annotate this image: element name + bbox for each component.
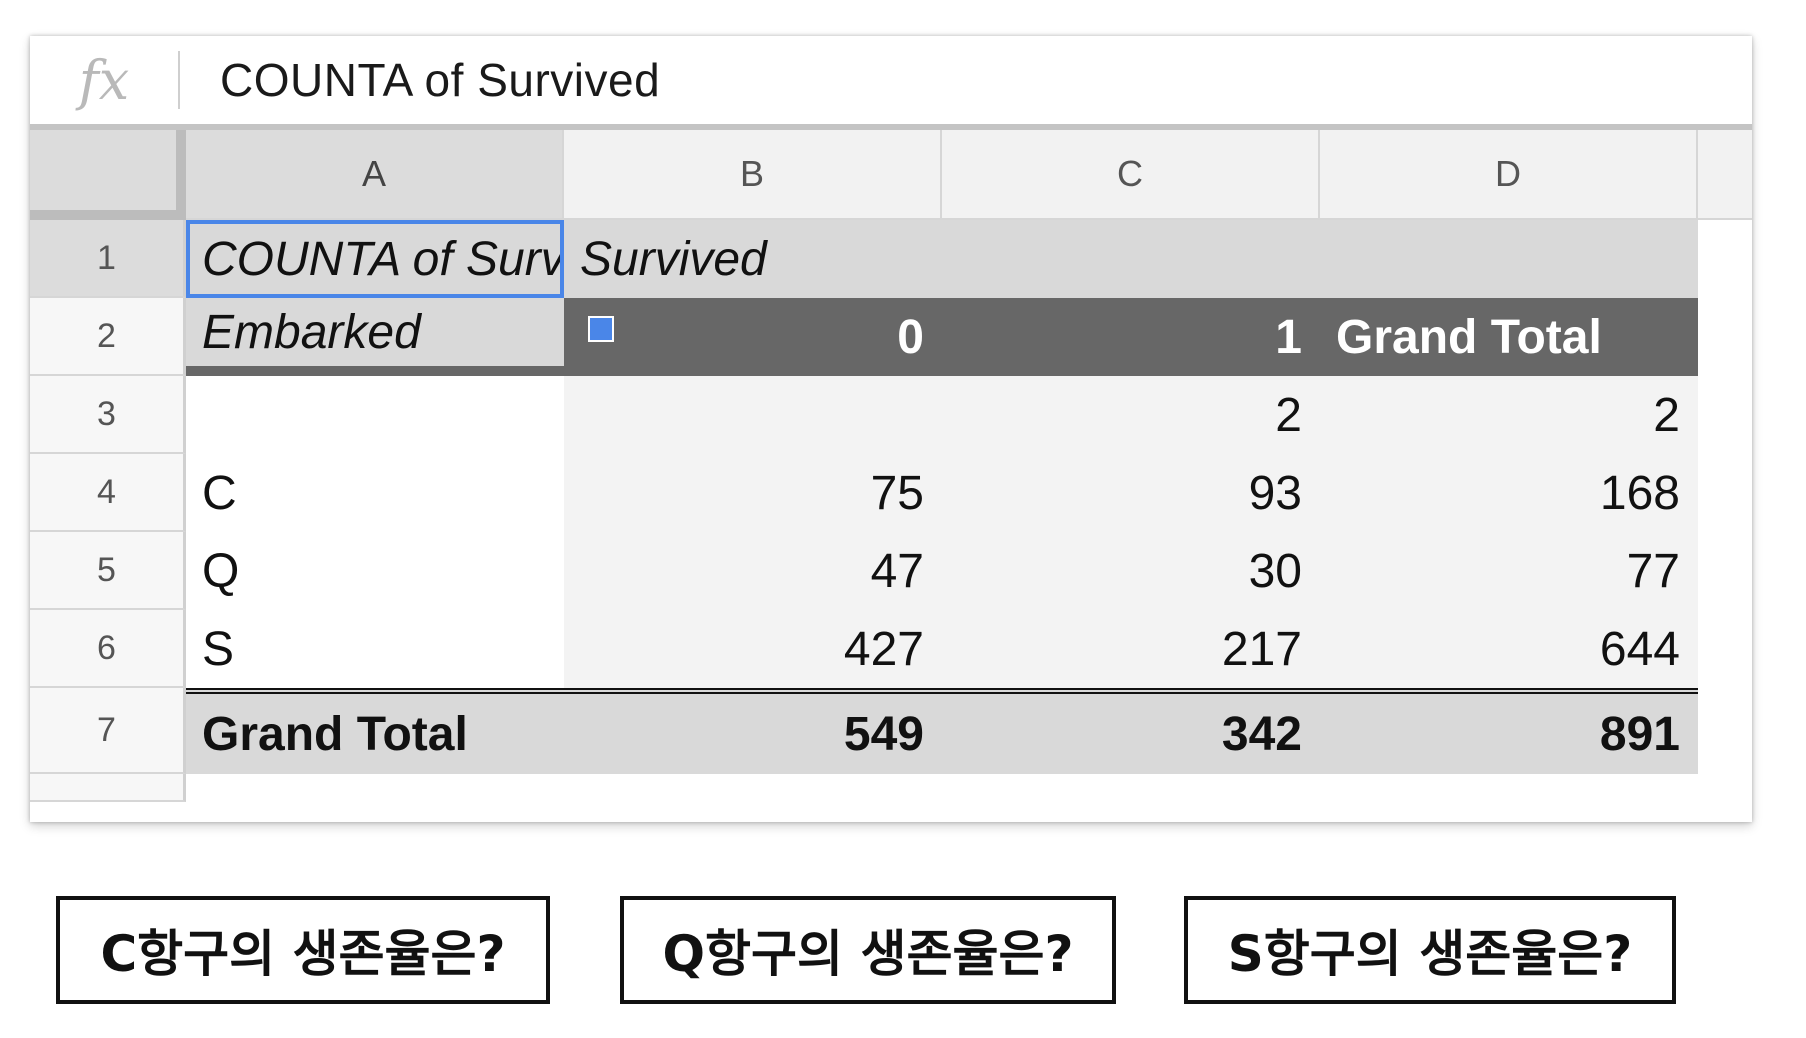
- cell-e7[interactable]: [1698, 688, 1752, 774]
- cell-d6[interactable]: 644: [1320, 610, 1698, 688]
- column-header-a[interactable]: A: [186, 130, 564, 220]
- cell-a4[interactable]: C: [186, 454, 564, 532]
- cell-b2[interactable]: 0: [564, 298, 942, 376]
- cell-b7[interactable]: 549: [564, 688, 942, 774]
- cell-a8[interactable]: [186, 774, 564, 802]
- cell-b3[interactable]: [564, 376, 942, 454]
- cell-e1[interactable]: [1698, 220, 1752, 298]
- formula-bar: fx COUNTA of Survived: [30, 36, 1752, 124]
- row-header-3[interactable]: 3: [30, 376, 186, 454]
- cell-e4[interactable]: [1698, 454, 1752, 532]
- cell-d3[interactable]: 2: [1320, 376, 1698, 454]
- spreadsheet-window: fx COUNTA of Survived A B C D 1 COUNTA o…: [30, 36, 1752, 822]
- cell-e3[interactable]: [1698, 376, 1752, 454]
- column-header-edge: [1698, 130, 1752, 220]
- cell-d8[interactable]: [1320, 774, 1698, 802]
- cell-b1[interactable]: Survived: [564, 220, 942, 298]
- cell-b6[interactable]: 427: [564, 610, 942, 688]
- cell-c5[interactable]: 30: [942, 532, 1320, 610]
- question-box-q: Q항구의 생존율은?: [620, 896, 1116, 1004]
- cell-a1[interactable]: COUNTA of Surv: [186, 220, 564, 298]
- cell-b8[interactable]: [564, 774, 942, 802]
- cell-c3[interactable]: 2: [942, 376, 1320, 454]
- question-box-c: C항구의 생존율은?: [56, 896, 550, 1004]
- cell-d5[interactable]: 77: [1320, 532, 1698, 610]
- formula-divider: [178, 51, 180, 109]
- column-header-b[interactable]: B: [564, 130, 942, 220]
- row-header-8-partial[interactable]: [30, 774, 186, 802]
- row-header-1[interactable]: 1: [30, 220, 186, 298]
- question-box-s: S항구의 생존율은?: [1184, 896, 1676, 1004]
- row-header-6[interactable]: 6: [30, 610, 186, 688]
- cell-b4[interactable]: 75: [564, 454, 942, 532]
- cell-d4[interactable]: 168: [1320, 454, 1698, 532]
- cell-c8[interactable]: [942, 774, 1320, 802]
- cell-c7[interactable]: 342: [942, 688, 1320, 774]
- cell-d2[interactable]: Grand Total: [1320, 298, 1698, 376]
- cell-d7[interactable]: 891: [1320, 688, 1698, 774]
- row-header-7[interactable]: 7: [30, 688, 186, 774]
- cell-e5[interactable]: [1698, 532, 1752, 610]
- formula-input[interactable]: COUNTA of Survived: [220, 54, 661, 106]
- cell-c1[interactable]: [942, 220, 1320, 298]
- cell-a7[interactable]: Grand Total: [186, 688, 564, 774]
- cell-a5[interactable]: Q: [186, 532, 564, 610]
- column-header-c[interactable]: C: [942, 130, 1320, 220]
- cell-e6[interactable]: [1698, 610, 1752, 688]
- cell-c4[interactable]: 93: [942, 454, 1320, 532]
- column-header-d[interactable]: D: [1320, 130, 1698, 220]
- formula-bar-divider: [30, 124, 1752, 130]
- cell-a6[interactable]: S: [186, 610, 564, 688]
- row-header-5[interactable]: 5: [30, 532, 186, 610]
- select-all-corner[interactable]: [30, 130, 186, 220]
- sheet-grid: A B C D 1 COUNTA of Surv Survived 2 Emba…: [30, 130, 1752, 802]
- cell-c2[interactable]: 1: [942, 298, 1320, 376]
- cell-e2[interactable]: [1698, 298, 1752, 376]
- cell-a2[interactable]: Embarked: [186, 298, 564, 376]
- cell-d1[interactable]: [1320, 220, 1698, 298]
- row-header-4[interactable]: 4: [30, 454, 186, 532]
- fx-icon: fx: [78, 48, 130, 112]
- cell-e8[interactable]: [1698, 774, 1752, 802]
- cell-a3[interactable]: [186, 376, 564, 454]
- row-header-2[interactable]: 2: [30, 298, 186, 376]
- fill-handle[interactable]: [588, 316, 614, 342]
- cell-b5[interactable]: 47: [564, 532, 942, 610]
- cell-c6[interactable]: 217: [942, 610, 1320, 688]
